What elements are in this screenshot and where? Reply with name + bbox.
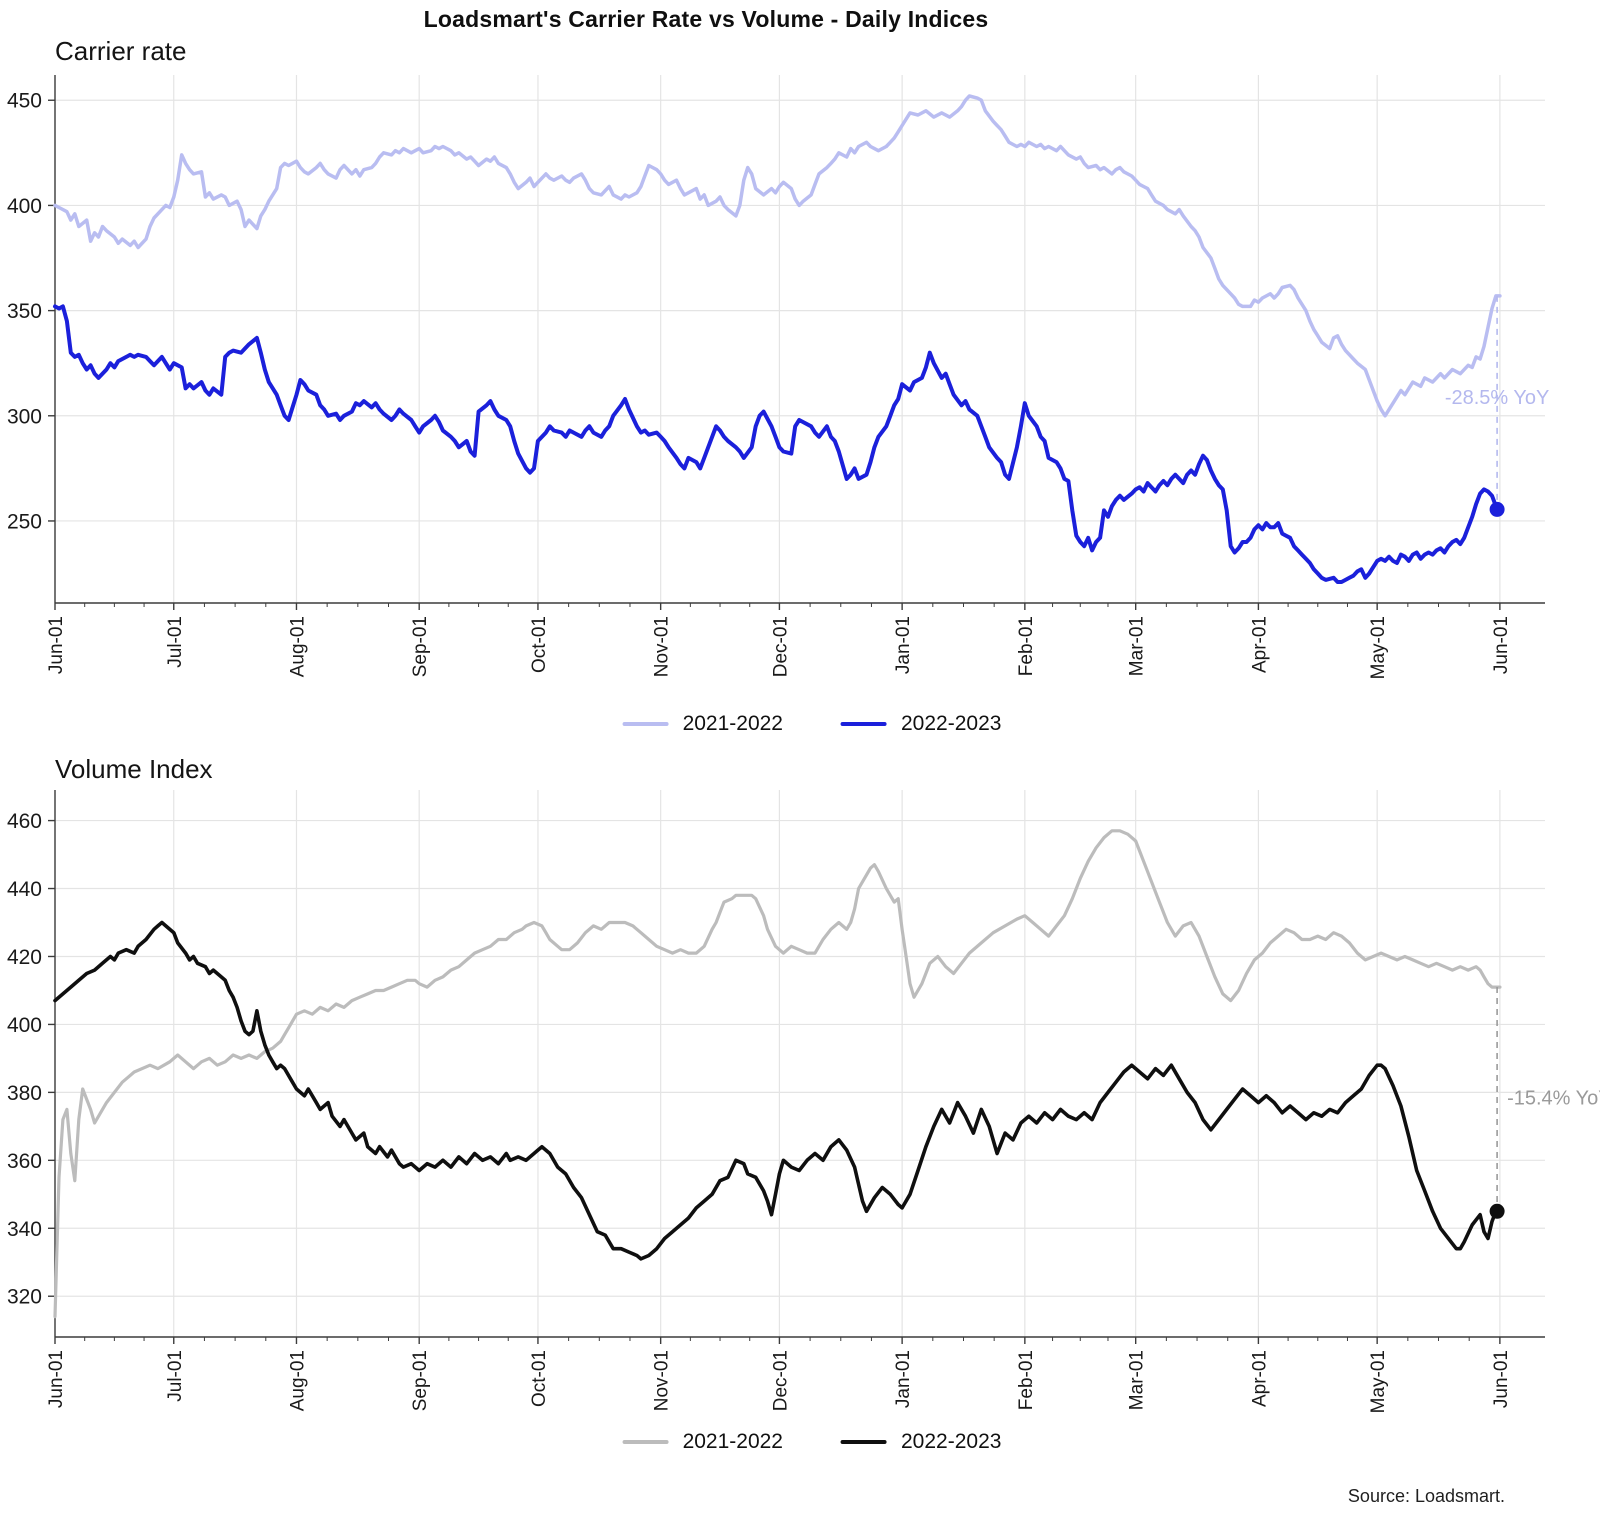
legend-swatch (841, 1440, 887, 1444)
x-tick-label: Jan-01 (893, 616, 914, 674)
x-tick-label: Feb-01 (1016, 616, 1037, 676)
x-tick-label: Dec-01 (770, 616, 791, 677)
x-tick-label: Apr-01 (1249, 1350, 1270, 1407)
legend-item-2021-2022: 2021-2022 (622, 712, 783, 736)
y-tick-label: 350 (7, 300, 42, 323)
carrier-rate-panel-label: Carrier rate (55, 36, 187, 66)
series-line-2022-2023 (53, 920, 1502, 1261)
y-tick-label: 420 (7, 946, 42, 969)
x-tick-label: May-01 (1368, 616, 1389, 679)
y-tick-label: 400 (7, 1014, 42, 1037)
volume-index-panel-label: Volume Index (55, 754, 213, 784)
carrier-rate-chart: 250 300 350 400 450 Jun-01 Jul-01 Aug-01 Sep-01 O… (7, 75, 1549, 679)
x-tick-label: Jun-01 (46, 616, 67, 674)
legend-label: 2022-2023 (901, 1430, 1002, 1453)
legend-item-2022-2023: 2022-2023 (841, 712, 1001, 736)
x-tick-label: Aug-01 (287, 1350, 308, 1411)
x-tick-label: Oct-01 (529, 616, 550, 673)
source-note: Source: Loadsmart. (1347, 1486, 1505, 1506)
series-end-dot (1489, 1203, 1505, 1219)
y-tick-label: 400 (7, 195, 42, 218)
series-line-2022-2023 (53, 304, 1502, 584)
carrier-rate-legend: 2021-2022 2022-2023 (622, 712, 1001, 736)
x-tick-label: Nov-01 (652, 1350, 673, 1411)
x-tick-label: Dec-01 (770, 1350, 791, 1411)
y-tick-label: 250 (7, 510, 42, 533)
x-tick-label: Nov-01 (652, 616, 673, 677)
x-tick-label: Jun-01 (1491, 616, 1512, 674)
y-tick-label: 450 (7, 90, 42, 113)
series-line-2021-2022 (53, 829, 1502, 1319)
yoy-annotation: -28.5% YoY (1445, 387, 1550, 409)
y-tick-label: 300 (7, 405, 42, 428)
x-tick-label: Oct-01 (529, 1350, 550, 1407)
page-title: Loadsmart's Carrier Rate vs Volume - Dai… (423, 6, 989, 32)
x-tick-label: May-01 (1368, 1350, 1389, 1413)
x-tick-label: Jul-01 (165, 616, 186, 668)
y-tick-label: 440 (7, 878, 42, 901)
yoy-annotation: -15.4% YoY (1507, 1087, 1600, 1109)
legend-swatch (841, 722, 887, 726)
series-end-dot (1489, 501, 1505, 517)
legend-label: 2021-2022 (682, 1430, 783, 1453)
y-tick-label: 360 (7, 1150, 42, 1173)
x-tick-label: Jun-01 (1491, 1350, 1512, 1408)
legend-swatch (622, 722, 669, 726)
x-tick-label: Aug-01 (287, 616, 308, 677)
legend-label: 2022-2023 (901, 712, 1002, 735)
y-tick-label: 380 (7, 1082, 42, 1105)
x-tick-label: Mar-01 (1127, 616, 1148, 676)
y-tick-label: 460 (7, 810, 42, 833)
x-tick-label: Jul-01 (165, 1350, 186, 1402)
y-tick-label: 320 (7, 1286, 42, 1309)
x-tick-label: Sep-01 (410, 1350, 431, 1411)
y-tick-label: 340 (7, 1218, 42, 1241)
x-tick-label: Feb-01 (1016, 1350, 1037, 1410)
volume-index-chart: 320 340 360 380 400 420 440 460 Jun-01 Jul-01 Aug-… (7, 790, 1600, 1413)
series-line-2021-2022 (53, 94, 1502, 418)
x-tick-label: Apr-01 (1249, 616, 1270, 673)
legend-item-2021-2022: 2021-2022 (622, 1430, 783, 1454)
legend-swatch (622, 1440, 669, 1444)
x-tick-label: Jan-01 (893, 1350, 914, 1408)
legend-item-2022-2023: 2022-2023 (841, 1430, 1001, 1454)
x-tick-label: Mar-01 (1127, 1350, 1148, 1410)
x-tick-label: Sep-01 (410, 616, 431, 677)
legend-label: 2021-2022 (682, 712, 783, 735)
volume-index-legend: 2021-2022 2022-2023 (622, 1430, 1001, 1454)
x-tick-label: Jun-01 (46, 1350, 67, 1408)
